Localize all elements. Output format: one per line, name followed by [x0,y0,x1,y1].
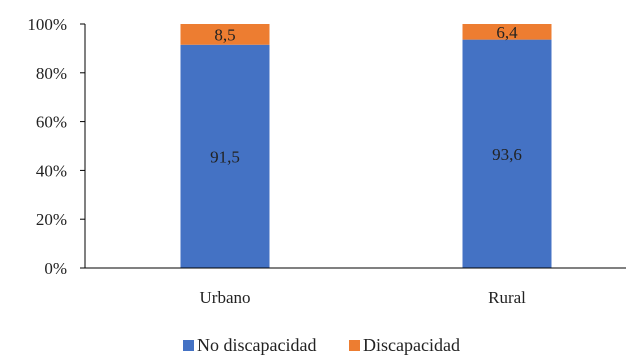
legend-swatch [183,340,194,351]
bar-segment [462,39,552,269]
bar-data-label: 91,5 [210,147,240,166]
y-tick-label: 20% [36,210,67,229]
legend: No discapacidad Discapacidad [183,335,460,355]
bar-data-label: 6,4 [496,23,518,42]
x-category-label: Rural [488,288,526,307]
bars: 91,5 8,5 93,6 6,4 [180,23,552,269]
bar-segment [462,24,552,40]
y-tick-label: 60% [36,113,67,132]
legend-swatch [349,340,360,351]
bar-segment [180,44,270,268]
bar-data-label: 93,6 [492,145,522,164]
x-axis: Urbano Rural [85,267,626,307]
bar-segment [180,24,270,45]
legend-label: No discapacidad [197,335,316,355]
y-tick-label: 0% [44,259,67,278]
y-axis: 0% 20% 40% 60% 80% 100% [27,15,86,278]
bar-data-label: 8,5 [214,25,235,44]
y-tick-label: 80% [36,64,67,83]
legend-label: Discapacidad [363,335,460,355]
y-tick-label: 100% [27,15,67,34]
y-tick-label: 40% [36,161,67,180]
x-category-label: Urbano [200,288,251,307]
